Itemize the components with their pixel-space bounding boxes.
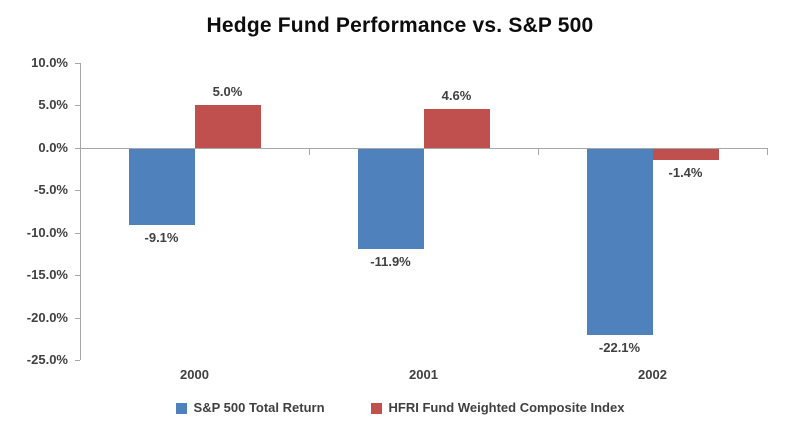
y-axis-tick: [75, 232, 80, 234]
y-axis-label: 0.0%: [38, 139, 68, 155]
bar-2002-sp500[interactable]: [586, 148, 653, 336]
bar-2001-sp500[interactable]: [357, 148, 424, 249]
category-tick: [309, 147, 310, 155]
y-axis-tick: [75, 275, 80, 277]
y-axis-label: 10.0%: [31, 55, 68, 70]
y-axis-tick: [75, 317, 80, 319]
data-label-2002-sp500: -22.1%: [598, 340, 641, 356]
x-axis-label-2001: 2001: [409, 367, 438, 382]
legend-label-sp500: S&P 500 Total Return: [193, 400, 325, 415]
data-label-2001-hfri: 4.6%: [441, 87, 472, 103]
bar-2001-hfri[interactable]: [423, 108, 490, 148]
y-axis-tick: [75, 147, 80, 149]
legend-item-hfri[interactable]: HFRI Fund Weighted Composite Index: [370, 400, 625, 416]
y-axis-label: -10.0%: [26, 224, 68, 240]
bar-2000-sp500[interactable]: [128, 148, 195, 226]
y-axis-tick: [75, 63, 80, 64]
legend-swatch-hfri: [370, 402, 382, 414]
y-axis-tick: [75, 190, 80, 192]
zero-axis-line: [80, 147, 767, 149]
bar-2002-hfri[interactable]: [652, 148, 719, 160]
y-axis-label: -20.0%: [26, 309, 68, 325]
y-axis-label: -5.0%: [34, 182, 68, 198]
y-axis-tick: [75, 360, 80, 361]
chart-title: Hedge Fund Performance vs. S&P 500: [206, 14, 594, 37]
chart-legend: S&P 500 Total Return HFRI Fund Weighted …: [0, 400, 800, 416]
category-tick: [538, 147, 539, 155]
data-label-2000-hfri: 5.0%: [212, 84, 243, 100]
bar-2000-hfri[interactable]: [194, 105, 261, 148]
legend-label-hfri: HFRI Fund Weighted Composite Index: [388, 400, 625, 415]
y-axis-label: -25.0%: [26, 352, 68, 367]
data-label-2000-sp500: -9.1%: [144, 230, 179, 246]
legend-item-sp500[interactable]: S&P 500 Total Return: [175, 400, 325, 416]
data-label-2002-hfri: -1.4%: [668, 164, 703, 180]
y-axis-line: [80, 63, 81, 360]
y-axis-label: 5.0%: [38, 97, 68, 113]
y-axis-label: -15.0%: [26, 267, 68, 283]
x-axis-label-2002: 2002: [638, 367, 667, 382]
legend-swatch-sp500: [175, 402, 187, 414]
data-label-2001-sp500: -11.9%: [370, 253, 411, 269]
y-axis-tick: [75, 105, 80, 107]
x-axis-label-2000: 2000: [180, 367, 209, 382]
category-tick: [767, 147, 768, 155]
